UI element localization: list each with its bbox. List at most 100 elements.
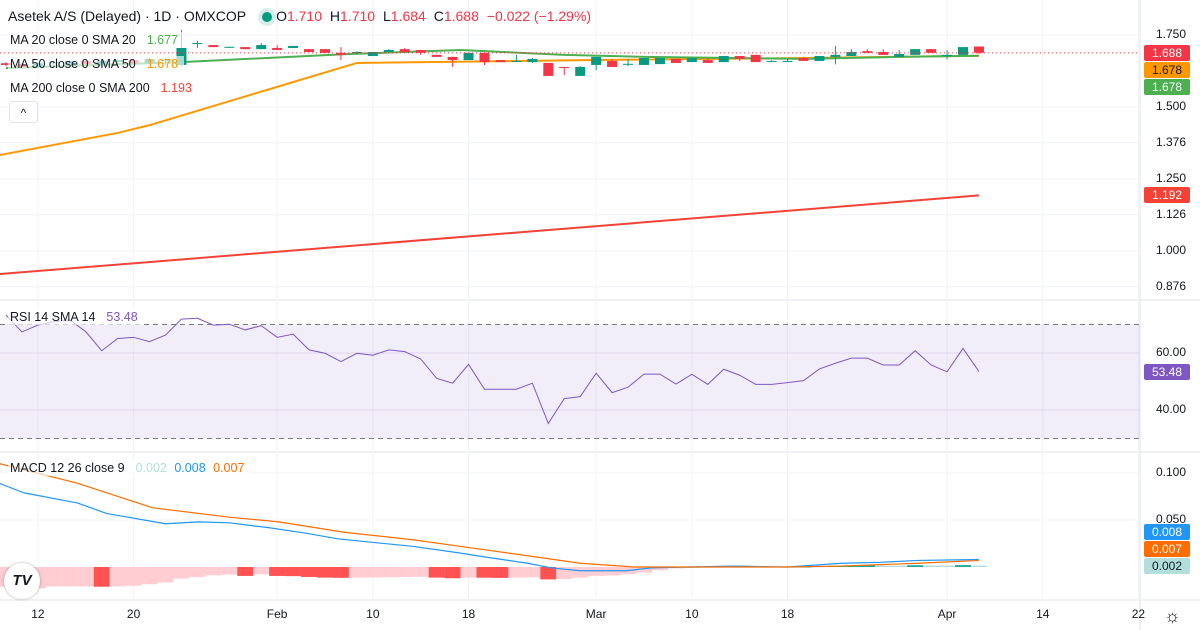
price-tag: 1.688 bbox=[1144, 45, 1190, 61]
candle bbox=[973, 46, 984, 55]
candle bbox=[1, 62, 11, 67]
candle bbox=[670, 58, 681, 63]
candle bbox=[878, 49, 889, 55]
candle bbox=[463, 52, 474, 61]
candle bbox=[591, 56, 602, 71]
candle-body bbox=[415, 49, 426, 53]
candle bbox=[734, 56, 745, 61]
time-tick-label: Feb bbox=[266, 607, 288, 621]
candle-body bbox=[527, 58, 538, 63]
candle bbox=[607, 58, 618, 67]
macd-hist-value: 0.002 bbox=[135, 461, 167, 475]
candle bbox=[304, 49, 315, 52]
rsi-tag: 53.48 bbox=[1144, 363, 1190, 380]
macd-signal-line bbox=[0, 463, 979, 568]
ma200-legend[interactable]: MA 200 close 0 SMA 200 1.193 bbox=[8, 80, 202, 96]
close-label: C bbox=[433, 8, 444, 24]
macd-histogram-bar bbox=[939, 565, 956, 567]
macd-histogram-bar bbox=[428, 567, 445, 578]
candle-body bbox=[734, 56, 745, 59]
macd-histogram-bar bbox=[955, 565, 971, 567]
candle bbox=[383, 49, 394, 52]
candle-body bbox=[846, 51, 857, 57]
macd-histogram-bar bbox=[588, 567, 605, 576]
chevron-up-icon[interactable]: ^ bbox=[9, 101, 38, 123]
macd-histogram-bar bbox=[444, 567, 461, 579]
candle-body bbox=[495, 60, 506, 63]
macd-histogram-bar bbox=[125, 567, 142, 586]
candle-body bbox=[639, 58, 649, 65]
macd-histogram-bar bbox=[476, 567, 493, 578]
time-tick-label: 22 bbox=[1131, 607, 1146, 621]
macd-histogram-bar bbox=[77, 567, 94, 587]
ma200-value: 1.193 bbox=[160, 81, 192, 95]
candle-body bbox=[702, 60, 713, 63]
macd-histogram-bar bbox=[205, 567, 222, 576]
ma50-value: 1.678 bbox=[146, 57, 178, 71]
candle-body bbox=[399, 49, 410, 52]
candle-body bbox=[463, 52, 474, 61]
time-tick-label: Mar bbox=[585, 607, 607, 621]
price-tick-label: 1.126 bbox=[1156, 206, 1187, 221]
macd-histogram-bar bbox=[93, 567, 110, 587]
candle-body bbox=[543, 62, 554, 76]
candle-body bbox=[958, 47, 968, 55]
candle bbox=[575, 66, 586, 76]
ma50-legend[interactable]: MA 50 close 0 SMA 50 1.678 bbox=[8, 56, 188, 72]
low-value: 1.684 bbox=[390, 8, 426, 24]
candle-body bbox=[192, 43, 203, 45]
candle-body bbox=[973, 46, 984, 53]
macd-histogram-bar bbox=[396, 567, 413, 577]
macd-legend[interactable]: MACD 12 26 close 9 0.002 0.008 0.007 bbox=[8, 460, 254, 476]
candle-body bbox=[607, 60, 618, 67]
candle bbox=[702, 58, 713, 63]
candle bbox=[926, 49, 937, 53]
macd-histogram-bar bbox=[141, 567, 158, 585]
open-value: 1.710 bbox=[286, 8, 323, 24]
time-tick-label: 18 bbox=[461, 607, 476, 621]
macd-histogram-bar bbox=[45, 567, 62, 587]
candle bbox=[750, 54, 761, 63]
candle bbox=[639, 58, 649, 65]
price-tick-label: 1.250 bbox=[1156, 171, 1187, 185]
rsi-legend[interactable]: RSI 14 SMA 14 53.48 bbox=[8, 309, 148, 325]
candle bbox=[511, 54, 522, 63]
candle-body bbox=[686, 58, 697, 63]
candle bbox=[240, 47, 251, 50]
candle bbox=[798, 56, 809, 61]
candle bbox=[718, 56, 729, 63]
macd-histogram-bar bbox=[651, 567, 668, 571]
macd-line bbox=[0, 482, 979, 572]
tradingview-logo[interactable]: TV bbox=[4, 563, 40, 599]
close-value: 1.688 bbox=[443, 8, 479, 24]
macd-tag: 0.008 bbox=[1144, 524, 1190, 540]
symbol-title[interactable]: Asetek A/S (Delayed) · 1D · OMXCOP bbox=[8, 8, 247, 24]
macd-histogram-bar bbox=[636, 567, 652, 573]
macd-histogram-bar bbox=[859, 565, 876, 567]
candle-body bbox=[670, 58, 681, 63]
candle-body bbox=[782, 60, 793, 62]
candle bbox=[272, 45, 283, 50]
macd-histogram-bar bbox=[380, 567, 397, 578]
price-tag: 1.192 bbox=[1144, 187, 1190, 203]
macd-signal-value: 0.007 bbox=[213, 461, 245, 475]
symbol-legend[interactable]: Asetek A/S (Delayed) · 1D · OMXCOP O1.710… bbox=[8, 8, 595, 24]
candle-body bbox=[623, 63, 634, 65]
candle bbox=[431, 54, 442, 57]
candle-body bbox=[559, 66, 570, 68]
ma20-legend[interactable]: MA 20 close 0 SMA 20 1.677 bbox=[8, 32, 188, 48]
time-tick-label: 20 bbox=[126, 607, 141, 621]
macd-histogram-bar bbox=[253, 567, 270, 575]
candle-body bbox=[894, 54, 905, 57]
candle-body bbox=[718, 56, 729, 63]
candle-body bbox=[798, 58, 809, 61]
candle-body bbox=[447, 56, 458, 61]
rsi-pane bbox=[0, 314, 1140, 439]
candle bbox=[447, 56, 458, 67]
candle-body bbox=[383, 49, 394, 52]
gear-icon[interactable]: ☼ bbox=[1164, 606, 1181, 626]
macd-histogram-bar bbox=[173, 567, 190, 579]
macd-histogram-bar bbox=[189, 567, 206, 577]
price-tag: 1.678 bbox=[1144, 79, 1190, 95]
